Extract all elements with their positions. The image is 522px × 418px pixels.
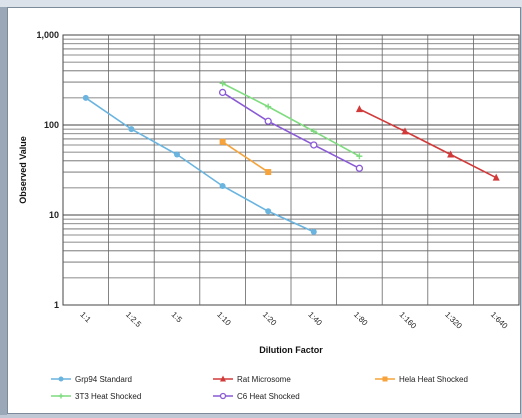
series-line [85, 97, 315, 233]
data-point [219, 392, 227, 400]
x-tick-label: 1:40 [306, 310, 324, 328]
series-line [222, 91, 360, 170]
data-point [355, 105, 363, 113]
legend-label: Hela Heat Shocked [399, 375, 468, 384]
series-line [359, 108, 497, 179]
data-point [220, 375, 226, 382]
data-point [355, 164, 364, 172]
data-point [58, 393, 64, 399]
chart-frame: 1 10 100 1,000 1:1 1:2.5 1:5 1:10 1:20 1:40 1:80 1… [7, 7, 521, 414]
legend-label: C6 Heat Shocked [237, 392, 300, 401]
data-point [174, 151, 180, 158]
x-tick-label: 1:5 [170, 310, 185, 325]
y-tick-labels: 1 10 100 1,000 [36, 30, 59, 310]
data-point [356, 153, 363, 160]
series-line [222, 82, 360, 157]
data-point [265, 169, 272, 176]
grid-lines [63, 35, 519, 305]
legend: Grp94 Standard Rat Microsome Hela Heat Sho… [51, 375, 468, 401]
data-point [310, 228, 317, 235]
data-point [264, 117, 272, 125]
data-point [128, 126, 135, 133]
y-tick-label: 10 [49, 210, 59, 220]
x-tick-label: 1:320 [443, 310, 464, 331]
x-axis-title: Dilution Factor [259, 345, 323, 355]
window-top-border [0, 0, 522, 7]
series-line [222, 141, 269, 173]
series-group [82, 80, 500, 235]
y-tick-label: 1 [54, 300, 59, 310]
legend-label: 3T3 Heat Shocked [75, 392, 141, 401]
y-axis-title: Observed Value [18, 136, 28, 204]
x-tick-label: 1:10 [215, 310, 233, 328]
x-tick-label: 1:160 [398, 310, 419, 331]
data-point [218, 88, 227, 97]
data-point [447, 150, 455, 158]
legend-label: Rat Microsome [237, 375, 291, 384]
data-point [58, 376, 64, 382]
data-point [310, 141, 318, 149]
data-point [310, 128, 317, 135]
x-tick-label: 1:2.5 [124, 310, 143, 329]
x-tick-label: 1:80 [352, 310, 370, 328]
data-point [219, 183, 226, 190]
x-tick-label: 1:640 [489, 310, 510, 331]
x-tick-label: 1:1 [78, 310, 93, 325]
data-point [219, 138, 226, 145]
x-tick-labels: 1:1 1:2.5 1:5 1:10 1:20 1:40 1:80 1:160 1:320 1:6… [78, 310, 509, 331]
y-tick-label: 100 [44, 120, 59, 130]
data-point [265, 208, 272, 215]
legend-label: Grp94 Standard [75, 375, 132, 384]
window-left-border [0, 7, 7, 415]
data-point [219, 80, 226, 87]
data-point [492, 173, 500, 181]
data-point [401, 127, 409, 135]
y-tick-label: 1,000 [36, 30, 59, 40]
data-point [265, 103, 272, 110]
data-point [82, 94, 89, 101]
x-tick-label: 1:20 [261, 310, 279, 328]
data-point [382, 376, 388, 382]
